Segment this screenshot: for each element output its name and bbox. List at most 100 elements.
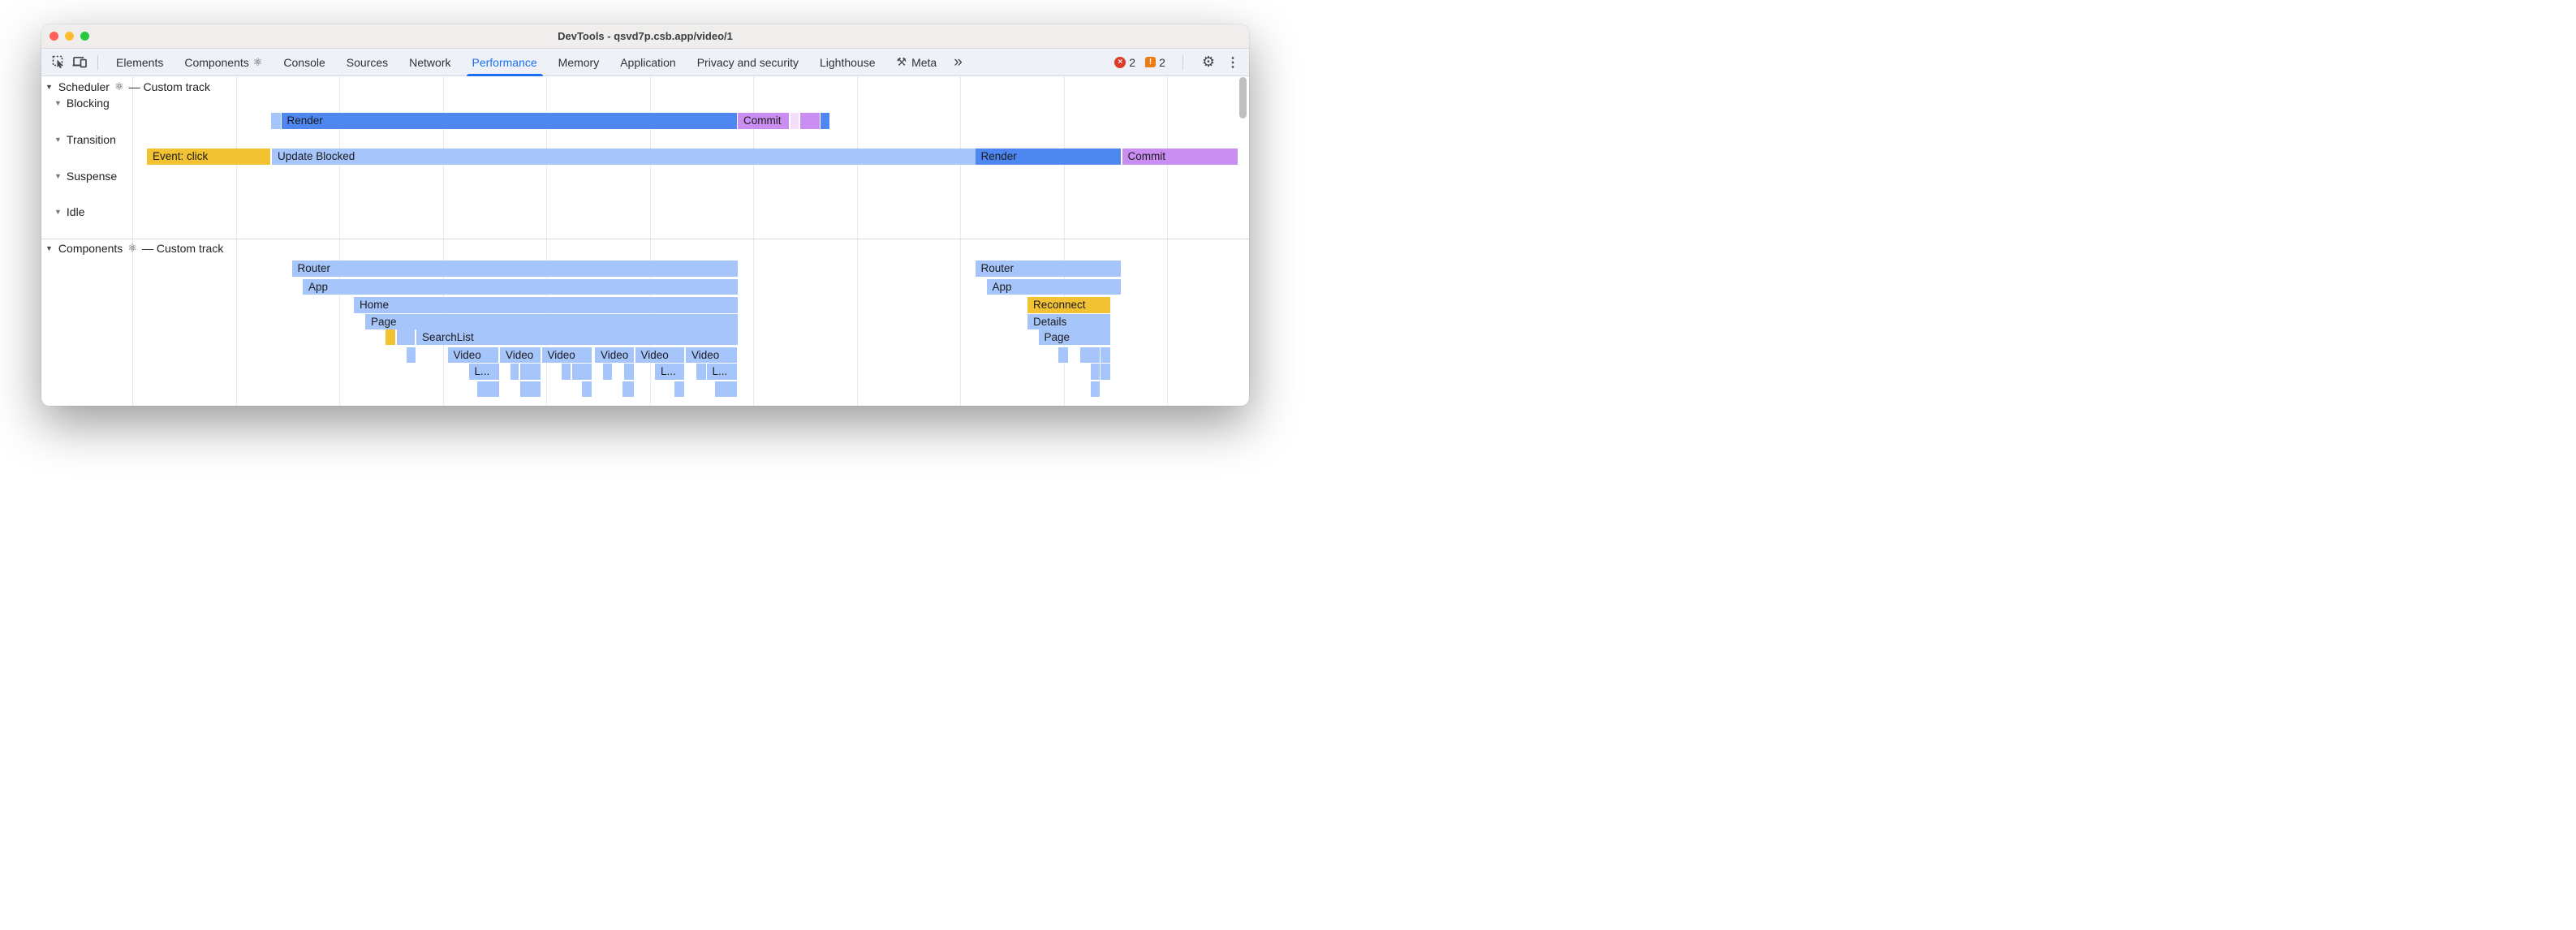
flame-bar-commit[interactable]: Commit [1122,149,1238,165]
flame-bar-router[interactable]: Router [291,260,738,277]
flame-bar[interactable] [510,364,519,380]
inspect-element-button[interactable] [48,52,69,73]
flame-bar[interactable] [271,112,281,129]
flame-bar-app[interactable]: App [303,278,738,295]
flame-bar-commit[interactable]: Commit [738,112,789,129]
tab-performance[interactable]: Performance [462,49,548,76]
flame-bar[interactable] [715,381,737,397]
timeline-gridline [960,76,961,406]
flame-bar-l[interactable]: L... [468,364,499,380]
tab-network[interactable]: Network [398,49,461,76]
more-tabs-button[interactable]: » [954,53,963,71]
react-atom-icon: ⚛ [252,55,263,68]
flame-bar[interactable] [1080,347,1100,363]
tab-label: Network [409,55,451,69]
flame-bar[interactable] [385,329,395,345]
flame-bar-video[interactable]: Video [686,347,737,363]
tab-meta[interactable]: ⚒ Meta [886,49,948,76]
minimize-window-button[interactable] [65,32,74,41]
track-header-components[interactable]: ▼ Components ⚛ — Custom track [45,242,223,255]
flame-bar-router[interactable]: Router [975,260,1121,277]
collapse-triangle-icon[interactable]: ▼ [54,208,62,216]
flame-bar-searchlist[interactable]: SearchList [416,329,738,345]
vertical-scrollbar-thumb[interactable] [1239,76,1247,118]
flame-bar[interactable] [407,347,416,363]
lane-label-idle[interactable]: ▼ Idle [54,205,85,218]
warning-count: 2 [1159,55,1165,69]
track-name: Components [58,242,123,255]
tab-application[interactable]: Application [610,49,687,76]
tab-console[interactable]: Console [273,49,335,76]
flame-bar[interactable] [790,112,799,129]
tab-label: Elements [116,55,164,69]
flame-bar-event-click[interactable]: Event: click [147,149,270,165]
flame-bar-details[interactable]: Details [1027,313,1110,329]
tab-label: Components [184,55,249,69]
collapse-triangle-icon[interactable]: ▼ [54,172,62,180]
track-header-scheduler[interactable]: ▼ Scheduler ⚛ — Custom track [45,80,210,93]
flame-bar[interactable] [1101,364,1110,380]
flame-bar-video[interactable]: Video [500,347,541,363]
timeline-gridline [856,76,858,406]
lane-name: Transition [66,133,116,146]
flame-bar[interactable] [1101,347,1110,363]
tab-privacy-and-security[interactable]: Privacy and security [687,49,809,76]
flame-bar[interactable] [582,381,592,397]
lane-label-blocking[interactable]: ▼ Blocking [54,97,110,110]
collapse-triangle-icon[interactable]: ▼ [54,99,62,107]
tab-label: Sources [346,55,389,69]
flame-bar[interactable] [397,329,415,345]
flame-bar[interactable] [519,364,541,380]
tab-memory[interactable]: Memory [548,49,610,76]
flame-bar-home[interactable]: Home [354,297,738,313]
flame-bar[interactable] [476,381,499,397]
flame-bar[interactable] [820,112,829,129]
flame-bar-video[interactable]: Video [447,347,498,363]
flame-bar[interactable] [622,381,634,397]
customize-devtools-menu-icon[interactable]: ⋮ [1226,55,1239,70]
flame-bar[interactable] [696,364,706,380]
zoom-window-button[interactable] [80,32,89,41]
flame-bar-reconnect[interactable]: Reconnect [1027,297,1110,313]
flame-bar-l[interactable]: L... [706,364,737,380]
flame-bar-page[interactable]: Page [1038,329,1110,345]
tab-components[interactable]: Components ⚛ [174,49,273,76]
flame-bar[interactable] [623,364,634,380]
flame-bar[interactable] [602,364,612,380]
flame-bar-video[interactable]: Video [541,347,592,363]
lane-name: Suspense [66,170,118,183]
flame-bar[interactable] [674,381,684,397]
flame-bar[interactable] [1058,347,1068,363]
console-warnings-button[interactable]: ! 2 [1145,56,1165,69]
flame-bar[interactable] [1090,381,1100,397]
flame-bar-app[interactable]: App [986,278,1121,295]
flame-bar[interactable] [519,381,541,397]
tab-label: Memory [558,55,600,69]
flame-bar-update-blocked[interactable]: Update Blocked [272,149,976,165]
lane-label-transition[interactable]: ▼ Transition [54,133,116,146]
flame-bar-l[interactable]: L... [655,364,684,380]
flame-bar-render[interactable]: Render [281,112,737,129]
tab-label: Meta [911,55,937,69]
flame-bar[interactable] [1090,364,1100,380]
toggle-device-toolbar-button[interactable] [69,52,90,73]
tab-elements[interactable]: Elements [106,49,174,76]
settings-gear-icon[interactable]: ⚙ [1201,54,1215,70]
tab-lighthouse[interactable]: Lighthouse [809,49,886,76]
collapse-triangle-icon[interactable]: ▼ [54,136,62,144]
flame-bar[interactable] [799,112,820,129]
tab-label: Lighthouse [820,55,876,69]
performance-timeline[interactable]: ▼ Scheduler ⚛ — Custom track ▼ Blocking Rende… [41,76,1249,406]
flame-bar-render[interactable]: Render [975,149,1121,165]
flame-bar[interactable] [572,364,592,380]
flame-bar-video[interactable]: Video [595,347,634,363]
tab-sources[interactable]: Sources [336,49,398,76]
collapse-triangle-icon[interactable]: ▼ [45,83,53,91]
flame-bar-video[interactable]: Video [635,347,684,363]
console-errors-button[interactable]: × 2 [1114,56,1135,69]
close-window-button[interactable] [50,32,58,41]
flame-bar-page[interactable]: Page [365,313,738,329]
collapse-triangle-icon[interactable]: ▼ [45,244,53,252]
lane-label-suspense[interactable]: ▼ Suspense [54,170,117,183]
flame-bar[interactable] [561,364,571,380]
